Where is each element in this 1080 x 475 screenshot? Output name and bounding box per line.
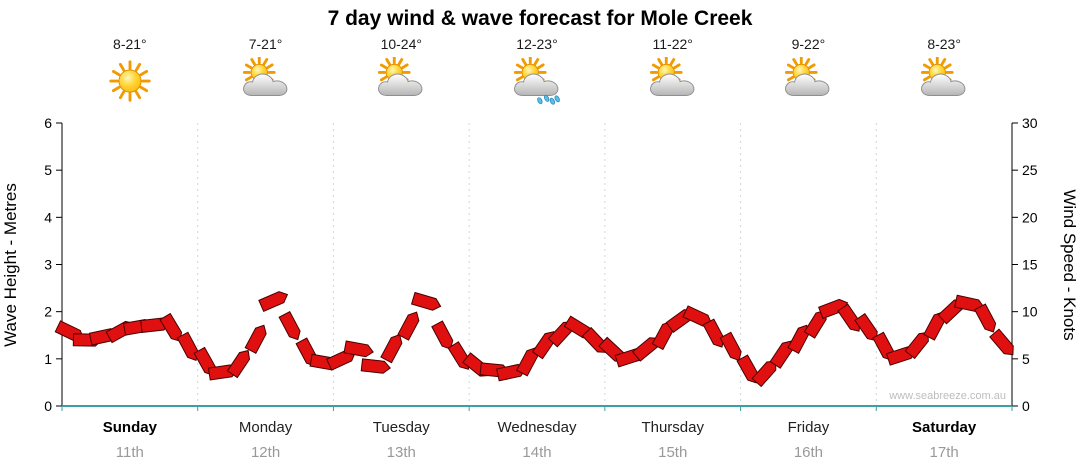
day-column: 8-23°: [876, 36, 1012, 107]
day-column: 10-24°: [333, 36, 469, 107]
page-title: 7 day wind & wave forecast for Mole Cree…: [327, 7, 753, 30]
day-label: Sunday: [103, 419, 158, 436]
day-label: Saturday: [912, 419, 977, 436]
wind-arrow: [360, 358, 391, 374]
day-label-layer: Sunday 11th Monday 12th Tuesday 13th Wednesday…: [103, 419, 977, 461]
temperature-range: 7-21°: [248, 36, 283, 52]
right-axis-title: Wind Speed - Knots: [1060, 189, 1079, 340]
day-label: Thursday: [641, 419, 704, 436]
partly-cloudy-icon: [333, 56, 469, 107]
right-tick-label: 0: [1022, 398, 1030, 414]
day-column: 7-21°: [198, 36, 334, 107]
wind-arrow: [159, 312, 183, 342]
temperature-range: 11-22°: [652, 36, 693, 52]
left-tick-label: 0: [44, 398, 52, 414]
date-label: 15th: [658, 444, 687, 461]
left-tick-label: 4: [44, 209, 52, 225]
right-tick-label: 20: [1022, 209, 1038, 225]
watermark: www.seabreeze.com.au: [888, 390, 1006, 402]
wind-arrow: [397, 311, 420, 341]
wind-arrow: [244, 324, 267, 354]
temperature-range: 10-24°: [380, 36, 422, 52]
left-tick-label: 1: [44, 351, 52, 367]
day-column: 9-22°: [741, 36, 877, 107]
wind-arrow: [989, 328, 1014, 356]
date-label: 12th: [251, 444, 280, 461]
left-tick-label: 6: [44, 115, 52, 131]
wind-arrow: [380, 334, 403, 364]
wind-arrow: [278, 310, 301, 341]
date-label: 17th: [930, 444, 959, 461]
wind-arrow: [974, 303, 997, 333]
wind-arrow-layer: [54, 291, 1014, 388]
temperature-range: 9-22°: [791, 36, 826, 52]
date-label: 16th: [794, 444, 823, 461]
day-column: 11-22°: [605, 36, 741, 107]
wind-arrow: [719, 331, 742, 361]
day-label: Friday: [788, 419, 830, 436]
wind-arrow: [736, 354, 759, 384]
rain-showers-icon: [469, 56, 605, 107]
day-column: 12-23°: [469, 36, 605, 107]
right-tick-label: 10: [1022, 304, 1038, 320]
wind-arrow: [854, 312, 878, 342]
day-column: 8-21°: [62, 36, 198, 107]
wind-arrow: [258, 291, 289, 313]
right-tick-label: 30: [1022, 115, 1038, 131]
left-axis-title: Wave Height - Metres: [1, 183, 20, 347]
partly-cloudy-icon: [741, 56, 877, 107]
left-tick-label: 2: [44, 304, 52, 320]
sunny-icon: [62, 57, 198, 107]
left-tick-label: 5: [44, 162, 52, 178]
day-label: Tuesday: [373, 419, 430, 436]
wind-arrow: [410, 291, 442, 311]
date-label: 13th: [387, 444, 416, 461]
partly-cloudy-icon: [876, 56, 1012, 107]
right-tick-label: 5: [1022, 351, 1030, 367]
partly-cloudy-icon: [605, 56, 741, 107]
wind-arrow: [176, 331, 199, 361]
date-label: 14th: [522, 444, 551, 461]
right-tick-label: 25: [1022, 162, 1038, 178]
date-label: 11th: [116, 444, 144, 461]
axis-layer: 0 1 2 3 4 5 6 0 5 10 15 20 25 30: [44, 115, 1038, 414]
temperature-range: 12-23°: [516, 36, 558, 52]
temperature-range: 8-23°: [927, 36, 961, 52]
wind-arrow: [431, 320, 454, 350]
day-label: Monday: [239, 419, 293, 436]
wind-arrow: [343, 340, 374, 358]
wind-arrow: [702, 318, 725, 348]
left-tick-label: 3: [44, 257, 52, 273]
partly-cloudy-icon: [198, 56, 334, 107]
wind-arrow: [226, 349, 251, 379]
day-label: Wednesday: [498, 419, 577, 436]
temperature-range: 8-21°: [113, 36, 147, 52]
wind-arrow: [326, 349, 356, 371]
right-tick-label: 15: [1022, 257, 1038, 273]
